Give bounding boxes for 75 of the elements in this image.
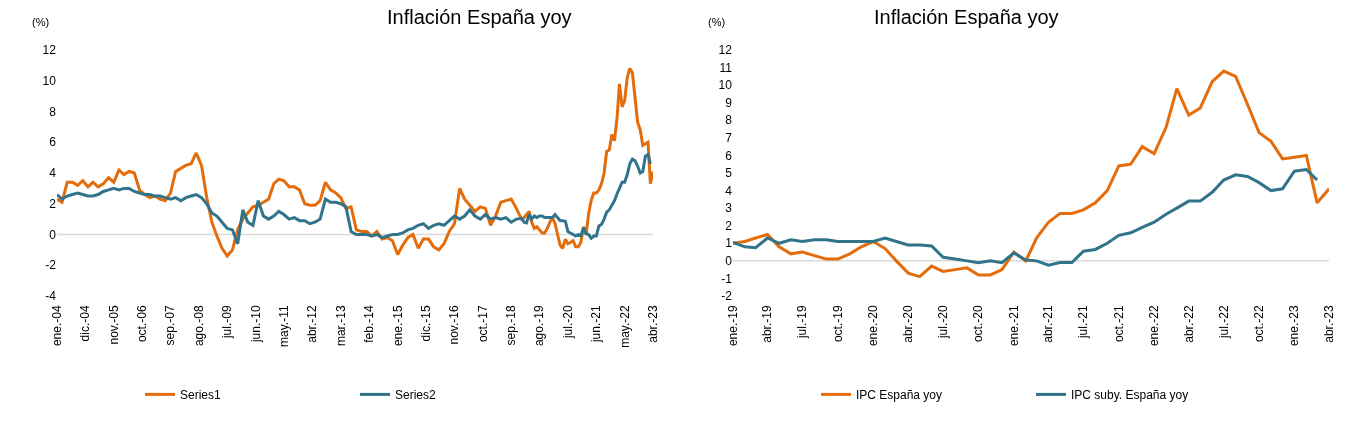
x-tick-label: ene.-20 <box>866 305 881 347</box>
y-tick-label: 2 <box>49 196 57 211</box>
x-tick-label: dic.-04 <box>78 305 93 342</box>
y-tick-label: 10 <box>42 73 57 88</box>
x-tick-label: abr.-19 <box>760 305 775 343</box>
y-tick-label: -1 <box>721 271 733 286</box>
y-tick-label: 5 <box>725 166 733 181</box>
x-tick-label: abr.-22 <box>1181 305 1196 343</box>
y-axis-title: (%) <box>708 16 726 28</box>
x-tick-label: may.-22 <box>617 305 632 348</box>
x-tick-label: ago.-19 <box>532 305 547 347</box>
y-tick-label: -2 <box>721 289 733 304</box>
x-tick-label: dic.-15 <box>418 305 433 342</box>
x-tick-label: jul.-21 <box>1076 305 1091 340</box>
y-tick-label: -2 <box>45 258 57 273</box>
line-series <box>732 69 1330 279</box>
y-tick-label: 2 <box>725 218 733 233</box>
x-tick-label: ene.-04 <box>49 305 64 347</box>
y-tick-label: 3 <box>725 201 733 216</box>
y-tick-label: 4 <box>49 166 57 181</box>
x-tick-label: jul.-20 <box>560 305 575 340</box>
x-tick-label: oct.-06 <box>134 305 149 343</box>
x-tick-label: nov.-05 <box>106 305 121 345</box>
x-tick-label: abr.-20 <box>901 305 916 343</box>
x-tick-label: abr.-12 <box>305 305 320 343</box>
y-tick-label: 10 <box>718 78 733 93</box>
x-tick-label: ene.-22 <box>1147 305 1162 347</box>
x-tick-label: ene.-15 <box>390 305 405 347</box>
x-tick-label: ene.-19 <box>725 305 740 347</box>
y-tick-label: 8 <box>49 104 57 119</box>
y-tick-label: -4 <box>45 289 57 304</box>
x-tick-label: jul.-19 <box>795 305 810 340</box>
x-tick-label: abr.-23 <box>645 305 660 343</box>
y-tick-label: 6 <box>49 135 57 150</box>
legend-label: Series2 <box>394 388 437 403</box>
x-tick-label: oct.-21 <box>1111 305 1126 343</box>
line-series <box>732 167 1319 267</box>
x-tick-label: oct.-17 <box>475 305 490 343</box>
line-series <box>56 153 652 246</box>
x-tick-label: jun.-21 <box>589 305 604 344</box>
x-tick-label: jun.-10 <box>248 305 263 344</box>
y-tick-label: 7 <box>725 131 733 146</box>
x-tick-label: feb.-14 <box>362 305 377 343</box>
y-tick-label: 11 <box>719 60 733 75</box>
y-tick-label: 6 <box>725 148 733 163</box>
x-tick-label: abr.-21 <box>1041 305 1056 343</box>
x-tick-label: may.-11 <box>276 305 291 347</box>
x-tick-label: sep.-07 <box>163 305 178 346</box>
y-tick-label: 0 <box>49 227 57 242</box>
y-tick-label: 8 <box>725 113 733 128</box>
legend-label: IPC España yoy <box>855 388 943 403</box>
legend-label: Series1 <box>179 388 222 403</box>
x-tick-label: jul.-20 <box>936 305 951 340</box>
x-tick-label: sep.-18 <box>504 305 519 346</box>
chart-title: Inflación España yoy <box>874 6 1059 28</box>
y-tick-label: 12 <box>42 43 57 58</box>
y-tick-label: 9 <box>725 95 733 110</box>
x-tick-label: ene.-21 <box>1006 305 1021 347</box>
x-tick-label: jul.-22 <box>1216 305 1231 340</box>
legend-label: IPC suby. España yoy <box>1070 388 1189 403</box>
x-tick-label: abr.-23 <box>1321 305 1336 343</box>
x-tick-label: ago.-08 <box>191 305 206 347</box>
x-tick-label: nov.-16 <box>447 305 462 345</box>
y-axis-title: (%) <box>32 16 50 28</box>
x-tick-label: ene.-23 <box>1287 305 1302 347</box>
x-tick-label: jul.-09 <box>220 305 235 340</box>
x-tick-label: oct.-20 <box>971 305 986 343</box>
x-tick-label: oct.-22 <box>1251 305 1266 343</box>
x-tick-label: oct.-19 <box>830 305 845 343</box>
chart-title: Inflación España yoy <box>387 6 572 28</box>
y-tick-label: 12 <box>718 43 733 58</box>
x-tick-label: mar.-13 <box>333 305 348 347</box>
y-tick-label: 4 <box>725 183 733 198</box>
y-tick-label: 1 <box>725 236 733 251</box>
y-tick-label: 0 <box>725 254 733 269</box>
